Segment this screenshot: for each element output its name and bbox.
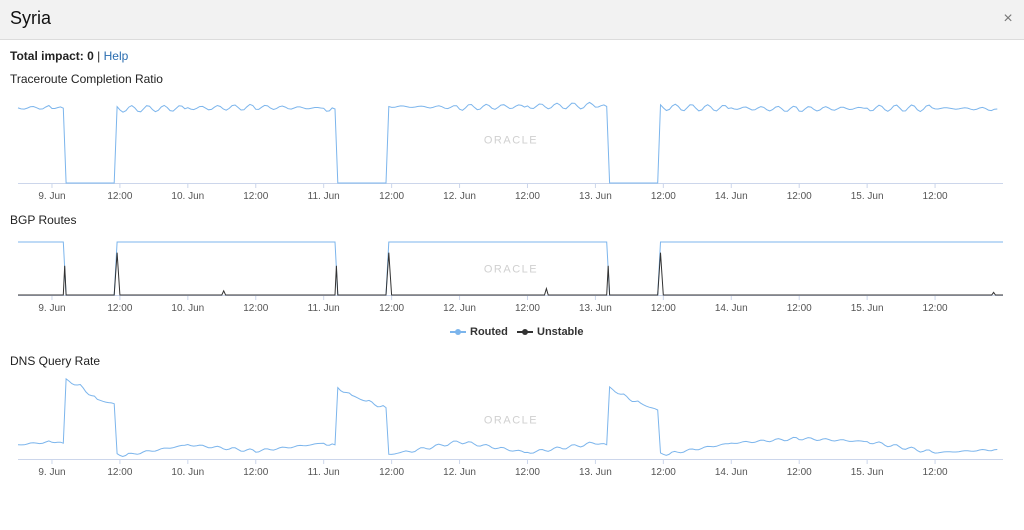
x-tick-label: 12:00	[379, 467, 404, 478]
x-tick-label: 12:00	[107, 191, 132, 202]
x-tick-label: 12:00	[379, 303, 404, 314]
x-tick-label: 13. Jun	[579, 303, 612, 314]
x-tick-label: 12:00	[651, 303, 676, 314]
x-tick-label: 9. Jun	[38, 467, 65, 478]
help-link[interactable]: Help	[103, 49, 129, 63]
x-tick-label: 12:00	[515, 191, 540, 202]
x-tick-label: 12:00	[787, 303, 812, 314]
x-tick-label: 15. Jun	[851, 303, 884, 314]
legend-item-unstable[interactable]: Unstable	[517, 326, 583, 338]
legend-marker-routed	[450, 327, 466, 337]
oracle-watermark: ORACLE	[484, 135, 538, 147]
x-tick-label: 10. Jun	[171, 191, 204, 202]
x-tick-label: 12:00	[787, 467, 812, 478]
traceroute-chart-title: Traceroute Completion Ratio	[10, 72, 163, 86]
x-tick-label: 12. Jun	[443, 191, 476, 202]
x-tick-label: 12:00	[515, 303, 540, 314]
x-tick-label: 14. Jun	[715, 303, 748, 314]
impact-line: Total impact: 0 | Help	[10, 49, 128, 63]
x-tick-label: 12:00	[923, 303, 948, 314]
traceroute-series-line	[17, 101, 998, 184]
x-tick-label: 11. Jun	[308, 467, 340, 478]
x-tick-label: 13. Jun	[579, 467, 612, 478]
x-tick-label: 14. Jun	[715, 191, 748, 202]
x-tick-label: 12:00	[243, 303, 268, 314]
x-tick-label: 12. Jun	[443, 467, 476, 478]
x-tick-label: 9. Jun	[38, 303, 65, 314]
bgp-chart-title: BGP Routes	[10, 213, 77, 227]
chart-legend: Routed Unstable	[0, 326, 1024, 340]
close-icon: ×	[1003, 10, 1013, 27]
dns-chart-title: DNS Query Rate	[10, 354, 101, 368]
x-tick-label: 9. Jun	[38, 191, 65, 202]
legend-label-routed: Routed	[470, 326, 508, 338]
dns-chart: ORACLE 9. Jun 12:00 10. Jun 12:00 11. Jun 12:0…	[17, 377, 1003, 478]
x-tick-label: 12:00	[107, 303, 132, 314]
x-tick-label: 10. Jun	[171, 303, 204, 314]
x-tick-label: 13. Jun	[579, 191, 612, 202]
x-tick-label: 12. Jun	[443, 303, 476, 314]
traceroute-chart: ORACLE 9. Jun 12:00 10. Jun 12:00 11. Jun 12:0…	[17, 101, 1003, 202]
x-tick-label: 12:00	[515, 467, 540, 478]
x-tick-label: 12:00	[243, 191, 268, 202]
x-tick-label: 12:00	[787, 191, 812, 202]
dialog-header: Syria ×	[0, 0, 1024, 40]
x-tick-label: 15. Jun	[851, 191, 884, 202]
dns-series-line	[17, 377, 998, 458]
oracle-watermark: ORACLE	[484, 264, 538, 276]
dialog-title: Syria	[10, 8, 52, 28]
x-tick-label: 12:00	[923, 191, 948, 202]
x-tick-label: 12:00	[379, 191, 404, 202]
legend-label-unstable: Unstable	[537, 326, 584, 338]
x-tick-label: 15. Jun	[851, 467, 884, 478]
total-impact-label: Total impact: 0	[10, 49, 94, 63]
x-tick-label: 12:00	[923, 467, 948, 478]
x-tick-label: 12:00	[651, 191, 676, 202]
separator: |	[97, 49, 101, 63]
bgp-chart: ORACLE 9. Jun 12:00 10. Jun 12:00 11. Jun 12:0…	[18, 241, 1003, 314]
x-tick-label: 10. Jun	[171, 467, 204, 478]
x-tick-label: 11. Jun	[308, 191, 340, 202]
legend-marker-unstable	[517, 327, 533, 337]
legend-item-routed[interactable]: Routed	[450, 326, 508, 338]
x-tick-label: 12:00	[107, 467, 132, 478]
x-tick-label: 11. Jun	[308, 303, 340, 314]
x-tick-label: 12:00	[243, 467, 268, 478]
x-tick-label: 14. Jun	[715, 467, 748, 478]
oracle-watermark: ORACLE	[484, 415, 538, 427]
close-button[interactable]: ×	[1000, 11, 1016, 27]
x-tick-label: 12:00	[651, 467, 676, 478]
unstable-series-line	[18, 252, 1003, 296]
